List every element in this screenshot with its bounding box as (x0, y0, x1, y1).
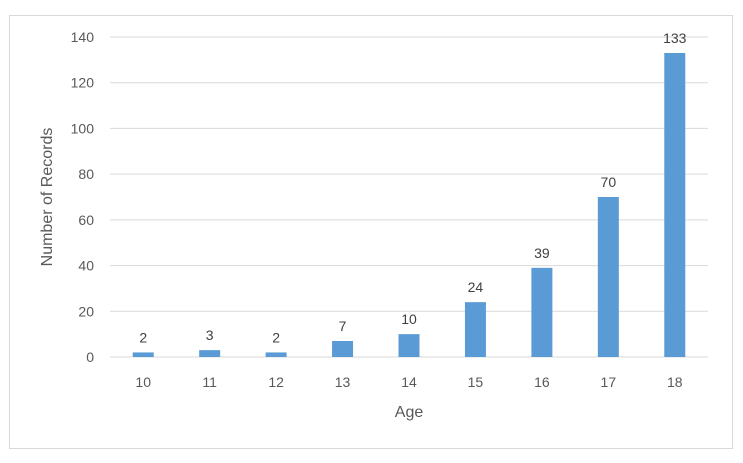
y-tick-label: 80 (78, 166, 94, 182)
y-axis-title: Number of Records (39, 128, 56, 267)
y-tick-label: 40 (78, 258, 94, 274)
x-tick-label: 13 (335, 374, 351, 390)
bar (199, 350, 221, 357)
data-label: 10 (401, 311, 417, 327)
y-tick-label: 140 (71, 29, 95, 45)
y-axis-ticks: 0 20 40 60 80 100 120 140 (71, 29, 95, 365)
x-tick-label: 18 (667, 374, 683, 390)
data-label: 24 (468, 279, 484, 295)
y-tick-label: 100 (71, 120, 95, 136)
bar (265, 352, 287, 357)
bar (132, 352, 154, 357)
data-label: 39 (534, 245, 550, 261)
data-labels: 2 3 2 7 10 24 39 70 133 (139, 30, 686, 345)
x-tick-label: 15 (468, 374, 484, 390)
y-tick-label: 60 (78, 212, 94, 228)
bar (332, 341, 354, 357)
bar (664, 53, 686, 357)
x-tick-label: 14 (401, 374, 417, 390)
x-tick-label: 10 (135, 374, 151, 390)
bar (398, 334, 420, 357)
x-tick-label: 11 (202, 374, 217, 390)
x-tick-label: 17 (601, 374, 617, 390)
x-axis-title: Age (395, 404, 424, 421)
x-axis-ticks: 10 11 12 13 14 15 16 17 18 (135, 374, 682, 390)
data-label: 70 (601, 174, 617, 190)
y-tick-label: 20 (78, 303, 94, 319)
bars (132, 53, 686, 357)
y-tick-label: 120 (71, 75, 95, 91)
y-tick-label: 0 (86, 349, 94, 365)
data-label: 7 (339, 318, 347, 334)
x-tick-label: 16 (534, 374, 550, 390)
data-label: 2 (272, 329, 280, 345)
data-label: 2 (139, 329, 147, 345)
bar (531, 267, 553, 357)
data-label: 3 (206, 327, 214, 343)
bar (464, 302, 486, 357)
x-tick-label: 12 (268, 374, 284, 390)
data-label: 133 (663, 30, 687, 46)
bar (597, 197, 619, 357)
